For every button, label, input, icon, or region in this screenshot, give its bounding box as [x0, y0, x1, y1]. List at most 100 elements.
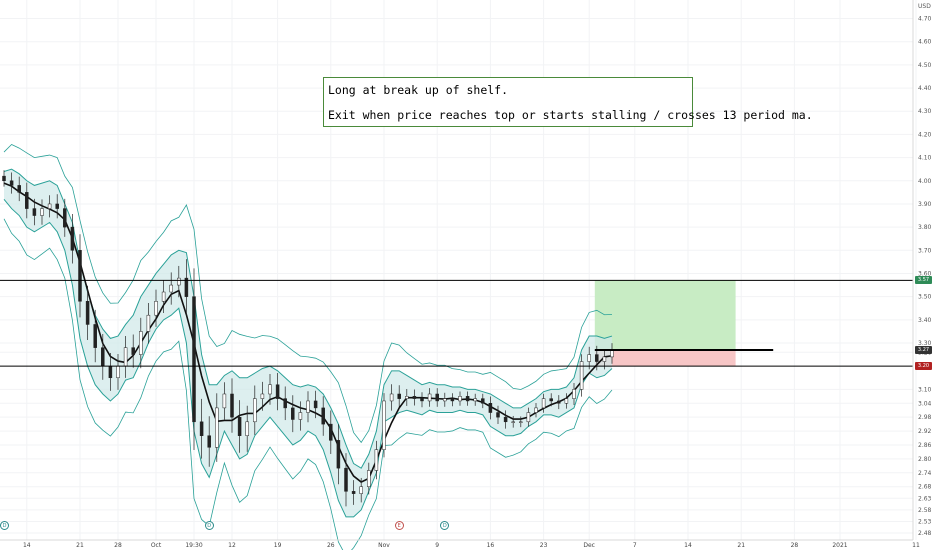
earnings-marker[interactable]: E [394, 521, 404, 530]
y-tick-label: 2.63 [918, 495, 932, 502]
candle-body [526, 412, 531, 423]
x-tick-label: 7 [633, 542, 637, 549]
dividend-marker[interactable]: D [204, 521, 214, 530]
candle-body [503, 416, 508, 423]
x-tick-label: 28 [114, 542, 122, 549]
annotation-line-1: Long at break up of shelf. [328, 83, 509, 97]
candle-body [412, 396, 417, 399]
candle-body [359, 486, 363, 494]
candle-body [139, 331, 143, 355]
y-tick-label: 2.92 [918, 428, 932, 435]
candle-body [192, 296, 196, 423]
y-tick-label: 4.50 [918, 62, 932, 69]
x-tick-label: 26 [327, 542, 335, 549]
currency-label: USD [918, 3, 931, 10]
y-tick-label: 2.68 [918, 484, 932, 491]
x-tick-label: Dec [583, 542, 595, 549]
candle-body [146, 314, 151, 332]
candle-body [222, 393, 227, 409]
candle-body [40, 208, 44, 216]
candle-body [511, 421, 515, 423]
candle-body [253, 398, 257, 423]
y-tick-label: 4.60 [918, 39, 932, 46]
y-tick-label: 2.58 [918, 507, 932, 514]
candle-body [291, 407, 295, 420]
candle-body [602, 356, 607, 362]
candle-body [9, 180, 14, 186]
candle-body [595, 354, 599, 362]
candle-body [488, 403, 493, 413]
candle-body [450, 398, 455, 402]
y-tick-label: 4.30 [918, 108, 932, 115]
y-tick-label: 4.20 [918, 131, 932, 138]
y-tick-label: 4.00 [918, 178, 932, 185]
x-tick-label: Nov [378, 542, 390, 549]
candle-body [199, 421, 204, 436]
x-tick-label: 19:30 [185, 542, 202, 549]
candle-body [47, 203, 52, 209]
candles [2, 170, 614, 507]
time-axis[interactable]: 14 21 28 Oct 19:30 12 19 26 Nov 9 16 23 Dec 7 14 21 28 20… [23, 542, 920, 549]
candle-body [245, 421, 249, 436]
candle-body [207, 435, 211, 448]
candle-body [2, 175, 6, 182]
x-tick-label: 19 [274, 542, 282, 549]
candle-body [541, 398, 546, 409]
candle-body [306, 400, 310, 413]
candle-body [579, 361, 584, 390]
candle-body [32, 208, 37, 216]
target-zone [594, 280, 736, 350]
y-tick-label: 3.90 [918, 201, 932, 208]
y-tick-label: 3.10 [918, 386, 932, 393]
candle-body [367, 470, 371, 487]
candle-body [587, 354, 591, 362]
candle-body [465, 396, 470, 402]
candle-body [397, 393, 401, 399]
outer-lower-band-line [3, 218, 613, 550]
candle-body [93, 324, 97, 348]
y-tick-label: 3.80 [918, 224, 932, 231]
candle-body [458, 396, 462, 402]
candle-body [389, 393, 394, 402]
candle-body [351, 491, 356, 494]
candle-body [382, 400, 386, 450]
candle-body [420, 398, 424, 402]
candle-body [184, 277, 189, 297]
candle-body [70, 226, 75, 251]
x-tick-label: 16 [487, 542, 495, 549]
candle-body [55, 203, 59, 209]
price-tag: 3.27 [915, 345, 932, 354]
candle-body [169, 284, 173, 293]
price-axis[interactable]: USD 4.70 4.60 4.50 4.40 4.30 4.20 4.10 4.00 3.90 3… [918, 3, 932, 537]
candle-body [557, 400, 561, 404]
y-tick-label: 3.30 [918, 340, 932, 347]
stop-zone [594, 349, 736, 367]
candle-body [230, 393, 234, 418]
candle-body [161, 291, 166, 302]
candle-body [85, 301, 90, 325]
dividend-marker[interactable]: D [0, 521, 9, 530]
candle-body [313, 400, 318, 409]
candle-body [549, 398, 553, 402]
candle-body [298, 412, 303, 420]
candle-body [237, 416, 242, 436]
y-tick-label: 3.70 [918, 247, 932, 254]
y-tick-label: 2.48 [918, 530, 932, 537]
candle-body [275, 384, 280, 399]
horizontal-levels[interactable] [0, 279, 913, 367]
candle-body [435, 393, 439, 402]
candle-body [108, 365, 113, 379]
candle-body [473, 398, 477, 402]
annotation-note[interactable]: Long at break up of shelf. Exit when pri… [323, 77, 813, 127]
y-tick-label: 2.53 [918, 518, 932, 525]
candle-body [496, 412, 500, 418]
x-tick-label: 11 [912, 542, 920, 549]
dividend-marker[interactable]: D [440, 521, 450, 530]
candle-body [268, 384, 272, 395]
candle-body [374, 449, 379, 471]
candle-body [25, 192, 29, 209]
candle-body [283, 398, 287, 409]
y-tick-label: 2.80 [918, 456, 932, 463]
x-tick-label: 21 [737, 542, 745, 549]
